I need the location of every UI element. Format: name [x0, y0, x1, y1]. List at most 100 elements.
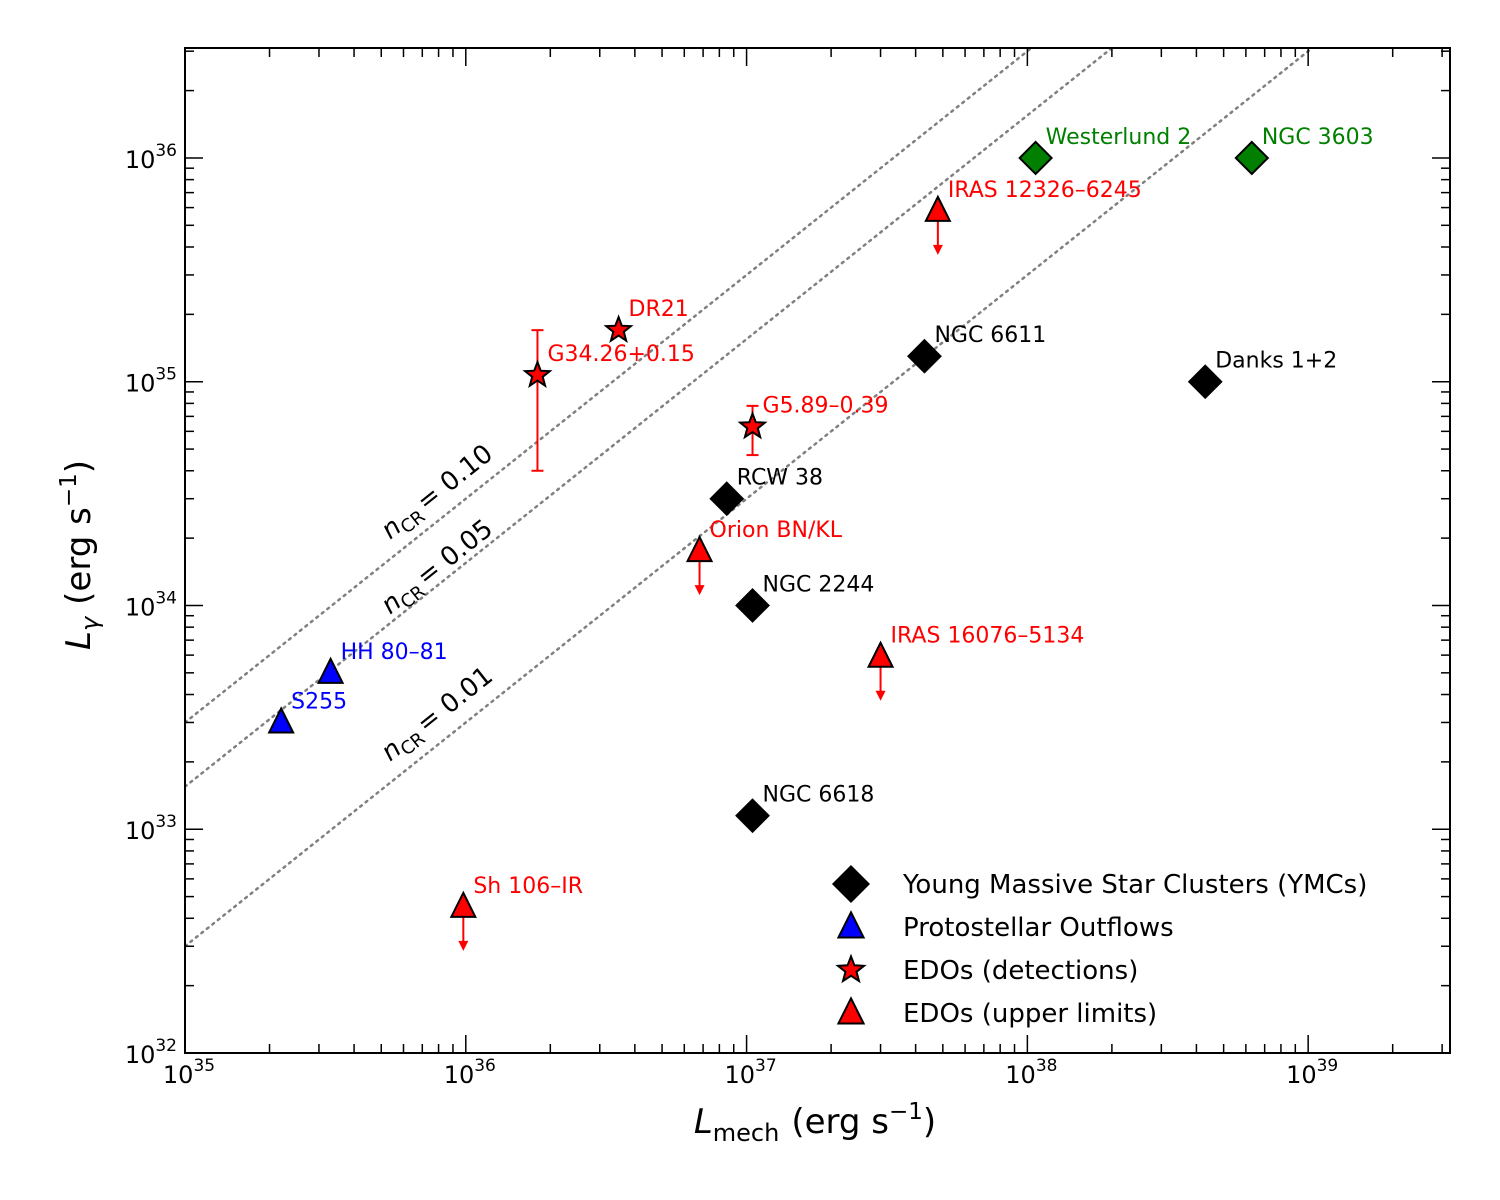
ncr-value: = 0.01	[411, 661, 498, 739]
plot-frame	[184, 47, 1451, 1054]
diamond-marker	[907, 338, 942, 374]
data-point: NGC 2244	[735, 572, 875, 623]
data-point: S255	[267, 689, 347, 734]
legend-item: EDOs (detections)	[835, 953, 1138, 986]
y-tick-label: 1036	[125, 141, 177, 174]
data-point: IRAS 16076–5134	[866, 624, 1085, 701]
tick-exponent: 37	[755, 1056, 777, 1076]
ncr-value: = 0.10	[411, 439, 498, 517]
point-label: HH 80–81	[341, 640, 448, 665]
data-point: RCW 38	[709, 466, 823, 517]
data-point: NGC 6618	[735, 783, 875, 834]
legend-label: EDOs (upper limits)	[903, 999, 1157, 1029]
tick-base: 10	[163, 1061, 194, 1089]
y-axis-label: Lγ(erg s−1)	[56, 460, 104, 650]
point-label: IRAS 16076–5134	[891, 624, 1085, 649]
data-point: Danks 1+2	[1187, 349, 1337, 400]
tick-base: 10	[444, 1061, 475, 1089]
point-label: RCW 38	[737, 466, 823, 491]
x-tick-label: 1037	[724, 1056, 776, 1089]
legend-item: EDOs (upper limits)	[836, 996, 1157, 1029]
axis-ticks: 1035 1036 1037 1038 103910321033103410351036…	[125, 48, 1450, 1089]
point-label: NGC 6618	[763, 783, 875, 808]
point-label: Westerlund 2	[1046, 125, 1192, 150]
diamond-marker	[1234, 140, 1270, 176]
triangle-marker	[836, 996, 866, 1025]
tick-exponent: 33	[155, 812, 177, 832]
triangle-marker	[316, 656, 345, 684]
triangle-marker	[924, 194, 952, 222]
tick-exponent: 35	[193, 1056, 215, 1076]
triangle-marker	[836, 910, 866, 939]
data-point: IRAS 12326–6245	[924, 178, 1142, 255]
legend-label: Protostellar Outflows	[903, 913, 1174, 943]
tick-exponent: 32	[155, 1036, 177, 1056]
diamond-marker	[1187, 364, 1223, 400]
tick-base: 10	[1005, 1061, 1036, 1089]
tick-base: 10	[125, 146, 156, 174]
triangle-marker	[267, 706, 295, 734]
arrow-head-icon	[694, 585, 705, 596]
point-label: G5.89–0.39	[763, 394, 889, 419]
diamond-marker	[831, 864, 871, 904]
point-label: DR21	[629, 297, 689, 322]
point-label: NGC 3603	[1262, 125, 1374, 150]
point-label: NGC 6611	[934, 323, 1046, 348]
data-point: NGC 3603	[1234, 125, 1374, 176]
tick-exponent: 39	[1317, 1056, 1339, 1076]
diamond-marker	[735, 798, 770, 834]
legend-label: Young Massive Star Clusters (YMCs)	[902, 870, 1367, 900]
y-tick-label: 1033	[125, 812, 177, 845]
tick-base: 10	[1286, 1061, 1317, 1089]
data-point: Westerlund 2	[1018, 125, 1192, 176]
y-tick-label: 1032	[125, 1036, 177, 1069]
point-label: Danks 1+2	[1215, 349, 1337, 374]
arrow-head-icon	[932, 244, 943, 255]
x-tick-label: 1036	[444, 1056, 496, 1089]
triangle-marker	[866, 640, 895, 668]
legend-item: Protostellar Outflows	[836, 910, 1174, 943]
data-point: G34.26+0.15	[522, 329, 695, 472]
arrow-head-icon	[875, 690, 886, 701]
arrow-head-icon	[458, 940, 469, 951]
ncr-line-label: nCR= 0.01	[376, 661, 502, 771]
tick-exponent: 35	[155, 365, 177, 385]
point-label: G34.26+0.15	[547, 342, 694, 367]
point-label: IRAS 12326–6245	[948, 178, 1142, 203]
tick-base: 10	[125, 370, 156, 398]
tick-exponent: 36	[155, 141, 177, 161]
triangle-marker	[685, 534, 714, 563]
y-tick-label: 1034	[125, 588, 177, 621]
point-label: NGC 2244	[763, 572, 875, 597]
data-point: G5.89–0.39	[737, 394, 889, 457]
point-label: Orion BN/KL	[710, 518, 843, 543]
x-tick-label: 1039	[1286, 1056, 1338, 1089]
tick-base: 10	[125, 593, 156, 621]
x-axis-label: Lmech (erg s−1)	[694, 1099, 936, 1147]
star-marker	[835, 953, 867, 984]
point-label: S255	[291, 689, 347, 714]
diamond-marker	[1018, 140, 1054, 176]
point-label: Sh 106–IR	[473, 874, 583, 899]
data-points: RCW 38 NGC 2244 NGC 6611 Danks 1+2 NGC 6618 W…	[267, 125, 1374, 951]
star-marker	[737, 410, 768, 440]
diamond-marker	[709, 481, 745, 517]
tick-base: 10	[125, 817, 156, 845]
tick-exponent: 36	[474, 1056, 496, 1076]
data-point: Sh 106–IR	[449, 874, 583, 951]
legend-item: Young Massive Star Clusters (YMCs)	[831, 864, 1367, 904]
tick-exponent: 38	[1036, 1056, 1058, 1076]
x-tick-label: 1038	[1005, 1056, 1057, 1089]
legend-label: EDOs (detections)	[903, 956, 1138, 986]
data-point: Orion BN/KL	[685, 518, 843, 596]
y-tick-label: 1035	[125, 365, 177, 398]
star-marker	[522, 359, 553, 389]
triangle-marker	[449, 890, 477, 918]
diamond-marker	[735, 588, 770, 623]
tick-exponent: 34	[155, 588, 177, 608]
tick-base: 10	[125, 1041, 156, 1069]
data-point: HH 80–81	[316, 640, 448, 684]
legend: Young Massive Star Clusters (YMCs) Protos…	[831, 864, 1367, 1029]
data-point: NGC 6611	[907, 323, 1046, 374]
